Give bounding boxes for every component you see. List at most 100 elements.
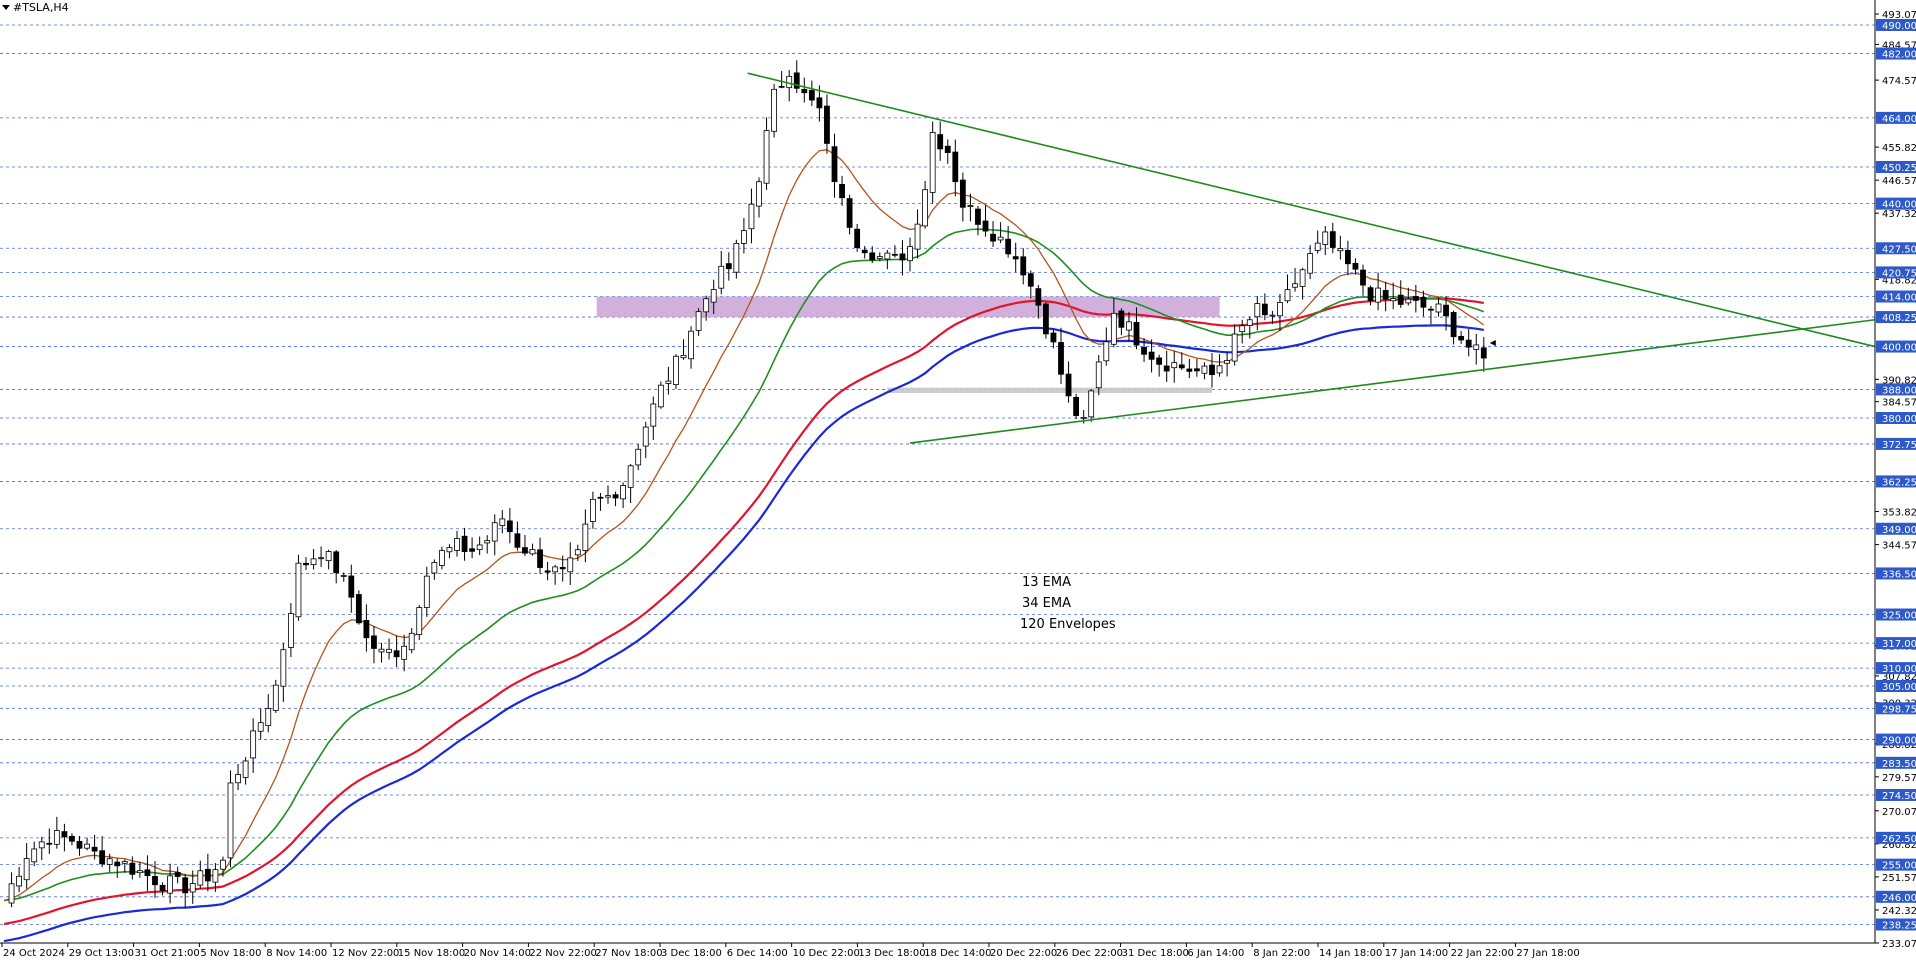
candle — [1012, 242, 1019, 273]
level-price-tag[interactable]: 482.00 — [1876, 47, 1916, 61]
level-price-tag[interactable]: 414.00 — [1876, 290, 1916, 304]
level-price-tag[interactable]: 388.00 — [1876, 383, 1916, 396]
level-price-tag[interactable]: 310.00 — [1876, 662, 1916, 675]
level-price-tag[interactable]: 400.00 — [1876, 340, 1916, 354]
candle-body-bear — [1420, 297, 1427, 308]
level-price-tag[interactable]: 427.50 — [1876, 242, 1916, 255]
candle-body-bull — [212, 869, 219, 883]
candle — [325, 549, 332, 570]
candle — [189, 870, 196, 904]
level-price-tag[interactable]: 490.00 — [1876, 18, 1916, 32]
level-price-tag[interactable]: 450.25 — [1876, 160, 1916, 174]
current-price-marker-icon — [1489, 339, 1496, 346]
level-tag-box — [1876, 266, 1916, 279]
candle — [76, 835, 83, 856]
candle-body-bear — [975, 208, 981, 225]
level-price-tag[interactable]: 274.50 — [1876, 788, 1916, 802]
level-tag-label: 420.75 — [1882, 268, 1916, 279]
time-tick-label: 31 Oct 21:00 — [135, 948, 200, 959]
candle — [461, 527, 468, 561]
candle — [1269, 310, 1276, 324]
candle — [1035, 284, 1042, 319]
candle — [174, 866, 181, 884]
candle-body-bull — [431, 562, 438, 574]
price-tick-label: 242.32 — [1882, 906, 1916, 917]
time-tick-label: 27 Jan 18:00 — [1516, 948, 1579, 959]
price-tick-label: 484.57 — [1882, 40, 1916, 51]
level-price-tag[interactable]: 317.00 — [1876, 637, 1916, 650]
candle-body-bear — [899, 253, 906, 261]
candle — [378, 642, 385, 663]
candle — [793, 60, 800, 94]
level-price-tag[interactable]: 238.25 — [1876, 918, 1916, 931]
level-price-tag[interactable]: 420.75 — [1876, 266, 1916, 279]
candle — [69, 833, 75, 846]
candle — [695, 308, 702, 336]
candle — [227, 770, 234, 868]
candle — [129, 856, 136, 880]
level-price-tag[interactable]: 262.50 — [1876, 831, 1916, 845]
level-price-tag[interactable]: 325.00 — [1876, 608, 1916, 622]
candle — [1110, 297, 1117, 348]
candle — [861, 245, 868, 259]
candle-body-bear — [1156, 357, 1163, 365]
level-price-tag[interactable]: 349.00 — [1876, 522, 1916, 536]
candle — [1292, 268, 1298, 292]
candle-body-bull — [590, 498, 596, 522]
level-price-tag[interactable]: 290.00 — [1876, 733, 1916, 747]
level-price-tag[interactable]: 298.75 — [1876, 702, 1916, 715]
level-price-tag[interactable]: 464.00 — [1876, 111, 1916, 125]
candle-body-bear — [1035, 288, 1042, 306]
candle — [136, 861, 143, 878]
candle — [431, 559, 438, 580]
candle-body-bull — [340, 575, 347, 577]
candle-body-bull — [1201, 365, 1208, 374]
level-price-tag[interactable]: 372.75 — [1876, 437, 1916, 451]
dropdown-caret-icon[interactable] — [2, 5, 10, 10]
candle-body-bear — [522, 547, 528, 554]
candle-body-bull — [280, 649, 287, 687]
candle-body-bear — [831, 146, 838, 183]
candle — [703, 295, 710, 321]
level-price-tag[interactable]: 246.00 — [1876, 890, 1916, 904]
candle — [1473, 333, 1480, 365]
candle-body-bear — [371, 635, 377, 649]
candle-body-bear — [129, 862, 136, 875]
level-tag-label: 246.00 — [1882, 893, 1916, 904]
level-price-tag[interactable]: 305.00 — [1876, 679, 1916, 693]
level-price-tag[interactable]: 408.25 — [1876, 311, 1916, 324]
level-tag-box — [1876, 918, 1916, 931]
candle — [522, 535, 528, 556]
descending-trendline[interactable] — [747, 72, 1876, 348]
price-tick-label: 418.82 — [1882, 275, 1916, 286]
level-tag-box — [1876, 242, 1916, 255]
level-price-tag[interactable]: 380.00 — [1876, 412, 1916, 425]
price-tick-label: 279.57 — [1882, 773, 1916, 784]
level-tag-label: 238.25 — [1882, 920, 1916, 931]
level-price-tag[interactable]: 283.50 — [1876, 756, 1916, 770]
level-price-tag[interactable]: 255.00 — [1876, 858, 1916, 872]
ascending-trendline[interactable] — [909, 318, 1876, 444]
candle — [892, 245, 898, 258]
level-price-tag[interactable]: 362.25 — [1876, 475, 1916, 488]
candle-body-bull — [748, 203, 755, 230]
candle-body-bear — [204, 868, 211, 882]
time-tick-label: 5 Nov 18:00 — [200, 948, 261, 959]
candle — [1043, 302, 1049, 339]
candle-body-bear — [1194, 368, 1200, 372]
candle-body-bull — [680, 354, 687, 359]
candle-body-bull — [1239, 325, 1246, 333]
candle-body-bull — [1299, 269, 1306, 287]
candle-body-bear — [1058, 342, 1064, 375]
time-tick-label: 8 Jan 22:00 — [1253, 948, 1310, 959]
candle-body-bull — [1231, 333, 1238, 362]
candle — [491, 514, 498, 556]
level-tag-label: 325.00 — [1882, 611, 1916, 622]
level-price-tag[interactable]: 336.50 — [1876, 567, 1916, 580]
candle-body-bull — [582, 523, 589, 551]
level-price-tag[interactable]: 440.00 — [1876, 197, 1916, 211]
time-tick-label: 13 Dec 18:00 — [858, 948, 925, 959]
candle-body-bull — [446, 547, 453, 553]
